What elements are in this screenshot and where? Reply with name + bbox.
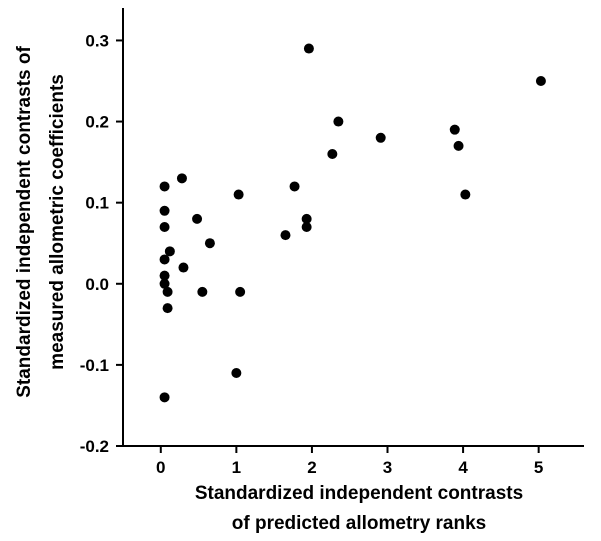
x-tick-label: 2 bbox=[307, 458, 316, 477]
x-tick-label: 0 bbox=[156, 458, 165, 477]
x-tick-label: 5 bbox=[534, 458, 543, 477]
y-tick-label: 0.1 bbox=[85, 194, 109, 213]
data-point bbox=[460, 189, 471, 200]
data-point bbox=[159, 392, 170, 403]
data-point bbox=[176, 173, 187, 184]
y-tick-label: 0.0 bbox=[85, 275, 109, 294]
data-point bbox=[197, 286, 208, 297]
data-point bbox=[164, 246, 175, 257]
x-tick-label: 4 bbox=[458, 458, 468, 477]
data-point bbox=[204, 238, 215, 249]
data-point bbox=[235, 286, 246, 297]
data-points bbox=[159, 43, 546, 403]
data-point bbox=[159, 270, 170, 281]
data-point bbox=[159, 222, 170, 232]
x-tick-label: 1 bbox=[232, 458, 241, 477]
data-point bbox=[375, 132, 386, 143]
y-tick-label: 0.3 bbox=[85, 31, 109, 50]
data-point bbox=[453, 140, 464, 151]
data-point bbox=[159, 278, 170, 289]
data-point bbox=[231, 368, 242, 378]
data-point bbox=[301, 222, 312, 232]
y-axis-title: Standardized independent contrasts of me… bbox=[14, 46, 68, 398]
data-point bbox=[333, 116, 344, 127]
y-tick-label: -0.1 bbox=[80, 356, 109, 375]
data-point bbox=[233, 189, 244, 200]
data-point bbox=[178, 262, 189, 273]
data-point bbox=[159, 181, 170, 192]
y-tick-label: -0.2 bbox=[80, 437, 109, 456]
x-axis-title-line-1: Standardized independent contrasts bbox=[195, 483, 523, 504]
data-point bbox=[192, 213, 203, 224]
data-point bbox=[303, 43, 314, 54]
data-point bbox=[159, 254, 170, 265]
data-point bbox=[280, 230, 291, 241]
x-ticks: 0 1 2 3 4 5 bbox=[156, 446, 543, 477]
data-point bbox=[301, 213, 312, 224]
data-point bbox=[159, 205, 170, 216]
y-ticks: -0.2 -0.1 0.0 0.1 0.2 0.3 bbox=[80, 31, 123, 456]
data-point bbox=[162, 286, 173, 297]
data-point bbox=[289, 181, 300, 192]
x-axis-title-line-2: of predicted allometry ranks bbox=[232, 513, 486, 534]
y-axis-title-line-1: Standardized independent contrasts of bbox=[14, 46, 35, 398]
x-tick-label: 3 bbox=[383, 458, 392, 477]
data-point bbox=[535, 76, 546, 86]
data-point bbox=[449, 124, 460, 135]
y-axis-title-line-2: measured allometric coefficients bbox=[47, 74, 68, 370]
y-tick-label: 0.2 bbox=[85, 113, 109, 132]
data-point bbox=[162, 303, 173, 314]
data-point bbox=[327, 149, 338, 159]
